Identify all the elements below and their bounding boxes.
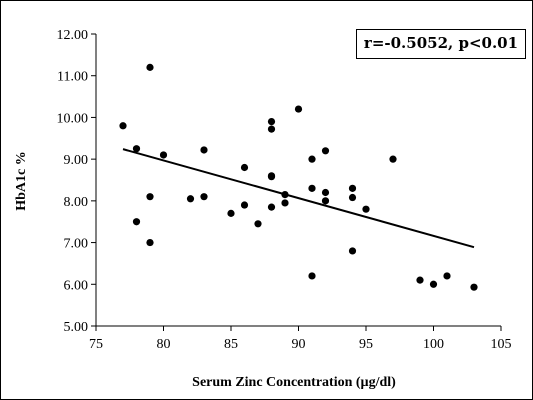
data-point — [132, 145, 141, 153]
data-point — [119, 122, 127, 130]
data-point — [321, 147, 330, 155]
trendline-layer — [122, 148, 475, 249]
y-tick-label: 7.00 — [64, 237, 89, 252]
x-axis-label: Serum Zinc Concentration (µg/dl) — [192, 375, 396, 390]
data-point — [348, 193, 357, 202]
y-tick-label: 9.00 — [64, 153, 89, 168]
axes: 5.00 6.00 7.00 8.00 9.00 10.00 11.00 12.00 75 80 8… — [57, 28, 512, 352]
data-point — [200, 193, 208, 201]
data-point — [308, 155, 316, 163]
x-tick-label: 95 — [359, 337, 373, 352]
data-point — [146, 63, 154, 71]
data-point — [281, 191, 289, 199]
data-point — [267, 203, 276, 211]
data-point — [267, 125, 276, 133]
data-point — [146, 193, 154, 201]
data-point — [240, 163, 249, 172]
data-point — [267, 118, 276, 126]
data-point — [416, 276, 424, 284]
data-point — [294, 105, 303, 113]
y-tick-label: 12.00 — [57, 28, 89, 43]
data-point — [348, 184, 357, 192]
data-point — [470, 283, 478, 291]
data-point — [146, 238, 154, 247]
y-tick-label: 10.00 — [57, 111, 89, 126]
data-point — [308, 184, 316, 192]
data-point — [389, 155, 397, 163]
trendline — [122, 148, 475, 249]
data-point — [186, 195, 195, 203]
data-point — [308, 272, 316, 280]
correlation-annotation: r=-0.5052, p<0.01 — [356, 29, 526, 59]
data-point — [348, 247, 357, 255]
x-tick-label: 90 — [292, 337, 306, 352]
data-point — [281, 199, 289, 207]
data-point — [200, 146, 208, 154]
x-tick-label: 100 — [423, 337, 444, 352]
data-point — [254, 220, 262, 228]
data-point — [362, 205, 370, 213]
x-tick-label: 85 — [224, 337, 238, 352]
data-point — [240, 201, 249, 209]
y-tick-label: 11.00 — [57, 70, 88, 85]
y-tick-label: 8.00 — [64, 195, 89, 210]
y-tick-label: 6.00 — [64, 278, 89, 293]
data-point — [321, 188, 330, 197]
y-axis-label: HbA1c % — [14, 151, 29, 211]
data-point — [321, 197, 330, 205]
x-tick-label: 80 — [157, 337, 171, 352]
data-point — [429, 280, 438, 288]
data-point — [227, 209, 235, 217]
data-point — [132, 218, 141, 226]
x-tick-label: 105 — [491, 337, 512, 352]
data-point — [443, 272, 451, 280]
y-tick-label: 5.00 — [64, 320, 89, 335]
x-tick-label: 75 — [89, 337, 103, 352]
data-points — [119, 63, 478, 291]
data-point — [159, 151, 168, 159]
data-point — [267, 173, 276, 181]
